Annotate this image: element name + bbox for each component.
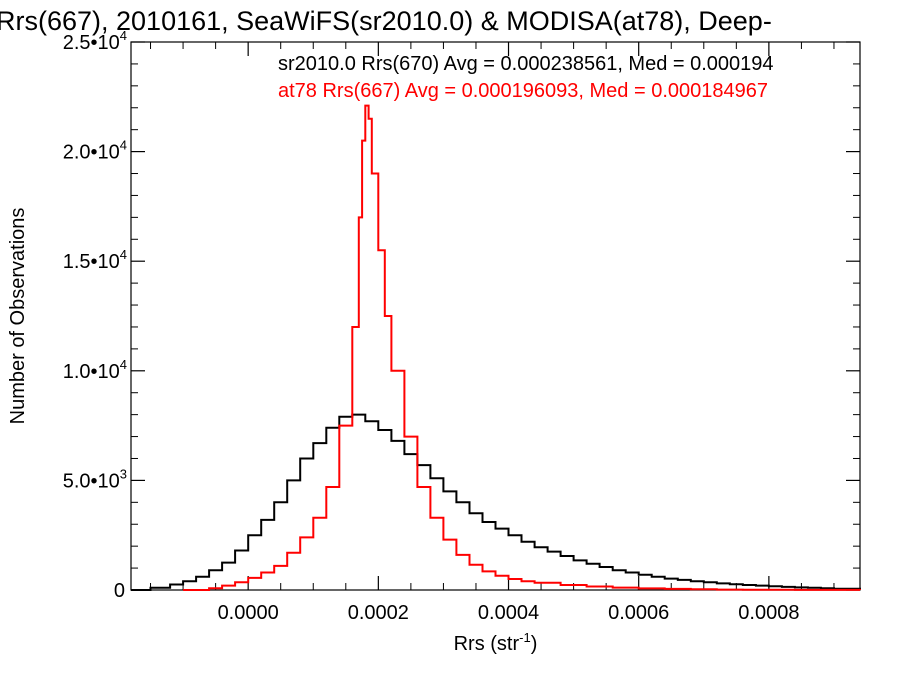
x-tick-label: 0.0004 bbox=[478, 602, 539, 624]
y-tick-label: 2.0•104 bbox=[63, 138, 127, 164]
series-line-1 bbox=[131, 413, 861, 591]
y-tick-label: 1.5•104 bbox=[63, 247, 127, 273]
annotation-1: sr2010.0 Rrs(670) Avg = 0.000238561, Med… bbox=[278, 53, 774, 75]
y-tick-label: 2.5•104 bbox=[63, 28, 127, 54]
x-axis-ticks: 0.0000 0.0002 0.0004 0.0006 0.0008 bbox=[150, 42, 835, 624]
y-tick-label: 1.0•104 bbox=[63, 357, 127, 383]
series-layer bbox=[131, 104, 861, 591]
series-line-2 bbox=[183, 104, 861, 591]
x-axis-label: Rrs (str-1) bbox=[454, 630, 538, 655]
annotation-2: at78 Rrs(667) Avg = 0.000196093, Med = 0… bbox=[278, 80, 768, 102]
x-axis-label-main: Rrs (str bbox=[454, 633, 520, 655]
x-tick-label: 0.0000 bbox=[218, 602, 279, 624]
annotations: sr2010.0 Rrs(670) Avg = 0.000238561, Med… bbox=[278, 53, 774, 102]
x-axis-label-suffix: ) bbox=[531, 633, 538, 655]
x-axis-label-superscript: -1 bbox=[519, 630, 531, 645]
x-tick-label: 0.0002 bbox=[348, 602, 409, 624]
y-axis-label: Number of Observations bbox=[7, 208, 29, 425]
y-tick-label: 5.0•103 bbox=[63, 466, 127, 492]
x-tick-label: 0.0008 bbox=[738, 602, 799, 624]
y-axis-ticks: 0 5.0•103 1.0•104 1.5•104 2.0•104 2.5•104 bbox=[63, 28, 860, 602]
plot-area: 0 5.0•103 1.0•104 1.5•104 2.0•104 2.5•104 0.0… bbox=[63, 28, 861, 624]
y-tick-label: 0 bbox=[114, 580, 125, 602]
x-tick-label: 0.0006 bbox=[608, 602, 669, 624]
plot-frame bbox=[130, 41, 861, 591]
chart-title: Rrs(667), 2010161, SeaWiFS(sr2010.0) & M… bbox=[0, 6, 772, 36]
